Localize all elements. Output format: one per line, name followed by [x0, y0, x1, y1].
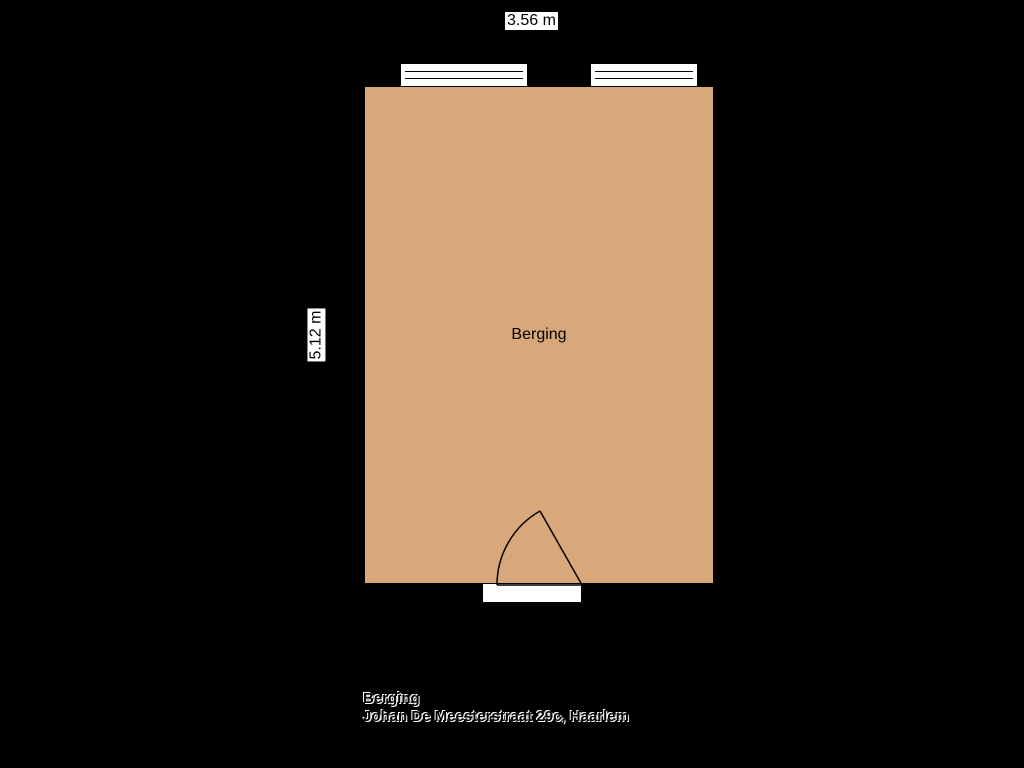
room-label: Berging: [511, 326, 566, 344]
dim-left-tick-top: [321, 85, 329, 86]
door-frame: [482, 583, 582, 603]
dim-top-tick-right: [714, 31, 715, 39]
caption-title: Berging: [363, 690, 420, 707]
room-berging: Berging: [363, 85, 715, 585]
dim-left-tick-bot: [321, 584, 329, 585]
dim-top-line: [363, 35, 715, 36]
floorplan-canvas: Berging 3.56 m 5.12 m Berging Johan De M…: [0, 0, 1024, 768]
dim-left-label: 5.12 m: [307, 309, 325, 362]
window-top-left: [400, 63, 528, 87]
window-top-right: [590, 63, 698, 87]
dim-top-label: 3.56 m: [505, 12, 558, 30]
caption-address: Johan De Meesterstraat 29c, Haarlem: [363, 708, 629, 725]
dim-top-tick-left: [363, 31, 364, 39]
